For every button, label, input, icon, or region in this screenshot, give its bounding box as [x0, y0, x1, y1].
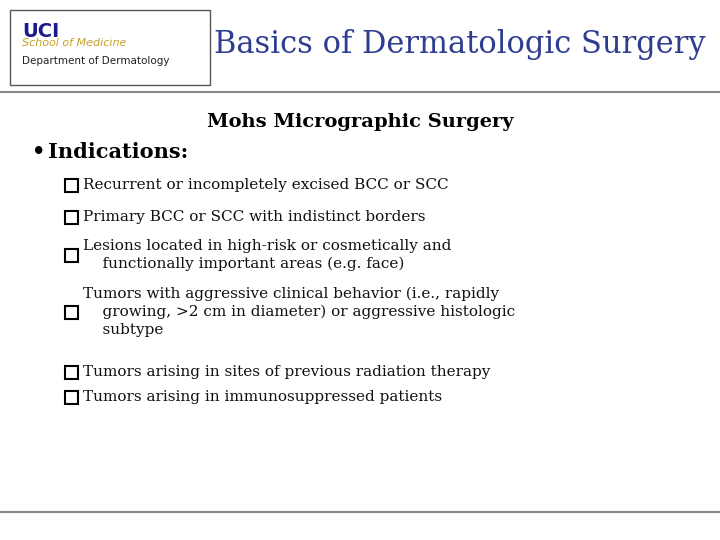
Bar [65, 211, 78, 224]
Text: Tumors arising in sites of previous radiation therapy: Tumors arising in sites of previous radi… [83, 365, 490, 379]
Bar [65, 306, 78, 319]
Bar [65, 179, 78, 192]
Bar [65, 391, 78, 404]
Text: Recurrent or incompletely excised BCC or SCC: Recurrent or incompletely excised BCC or… [83, 178, 449, 192]
Bar [10, 10, 210, 85]
Text: Lesions located in high-risk or cosmetically and
    functionally important area: Lesions located in high-risk or cosmetic… [83, 239, 451, 271]
Text: Basics of Dermatologic Surgery: Basics of Dermatologic Surgery [214, 30, 706, 60]
Text: Mohs Micrographic Surgery: Mohs Micrographic Surgery [207, 113, 513, 131]
Text: Indications:: Indications: [48, 142, 188, 162]
Bar [65, 366, 78, 379]
Text: Department of Dermatology: Department of Dermatology [22, 56, 169, 66]
Text: Tumors arising in immunosuppressed patients: Tumors arising in immunosuppressed patie… [83, 390, 442, 404]
Text: School of Medicine: School of Medicine [22, 38, 127, 48]
Bar [0, 0, 720, 90]
Text: UCI: UCI [22, 22, 59, 41]
Text: •: • [32, 142, 45, 162]
Text: Primary BCC or SCC with indistinct borders: Primary BCC or SCC with indistinct borde… [83, 210, 426, 224]
Text: Tumors with aggressive clinical behavior (i.e., rapidly
    growing, >2 cm in di: Tumors with aggressive clinical behavior… [83, 287, 515, 338]
Bar [65, 249, 78, 262]
